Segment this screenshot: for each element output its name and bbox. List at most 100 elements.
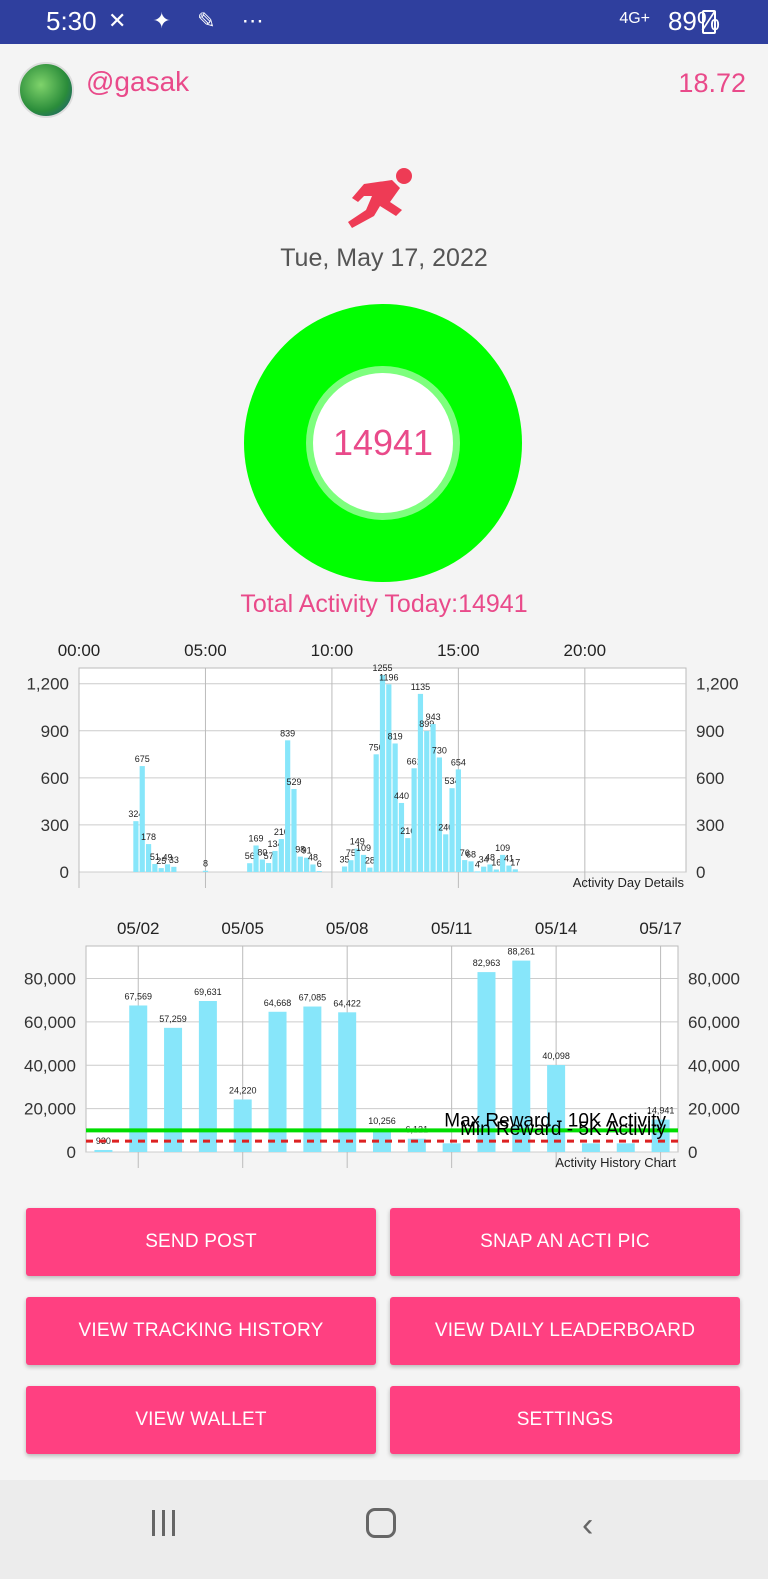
username[interactable]: @gasak [86, 66, 190, 97]
day-bar-label: 75 [346, 848, 356, 858]
day-bar-label: 49 [163, 852, 173, 862]
daily-leaderboard-button[interactable]: VIEW DAILY LEADERBOARD [390, 1297, 740, 1365]
hist-x-tick: 05/17 [639, 919, 682, 938]
day-bar-label: 178 [141, 832, 156, 842]
day-bar-label: 750 [369, 742, 384, 752]
day-bar-label: 56 [245, 851, 255, 861]
signal-icon: 4G+ [619, 10, 650, 27]
day-y-tick-left: 1,200 [26, 675, 69, 694]
day-y-tick-left: 300 [41, 816, 69, 835]
avatar[interactable] [18, 62, 74, 118]
activity-day-chart-svg: 0 0 300 300 600 600 900 900 1,200 1,200 00:00 05:00… [26, 641, 738, 890]
day-bar-label: 8 [203, 859, 208, 869]
day-x-tick: 10:00 [311, 641, 354, 660]
day-bar-label: 80 [257, 847, 267, 857]
hist-bar [164, 1027, 183, 1152]
battery-icon [702, 10, 716, 34]
day-bar-label: 34 [479, 855, 489, 865]
day-bar [285, 740, 291, 872]
day-bar [139, 766, 145, 872]
activity-count: 14941 [332, 422, 434, 463]
hist-y-tick-left: 80,000 [24, 970, 76, 989]
day-bar [506, 865, 512, 872]
hist-bar [373, 1129, 391, 1152]
snap-pic-button[interactable]: SNAP AN ACTI PIC [390, 1208, 740, 1276]
hist-bar [233, 1099, 252, 1152]
day-bar [164, 864, 171, 872]
day-y-tick-right: 300 [696, 816, 724, 835]
day-bar [462, 860, 468, 872]
max-reward-label: Max Reward - 10K Activity [444, 1110, 666, 1131]
day-bar [449, 788, 455, 872]
send-post-button[interactable]: SEND POST [26, 1208, 376, 1276]
day-chart-title: Activity Day Details [573, 875, 685, 890]
day-bar-label: 675 [135, 754, 150, 764]
tracking-history-button[interactable]: VIEW TRACKING HISTORY [26, 1297, 376, 1365]
day-bar [304, 857, 310, 872]
hist-x-tick: 05/11 [431, 919, 472, 938]
balance-value: 18.72 [678, 68, 746, 98]
hist-bar [94, 1149, 113, 1152]
day-bar-label: 1255 [372, 663, 392, 673]
day-bar-label: 35 [340, 855, 350, 865]
activity-history-chart-svg: 0 0 20,000 20,000 40,000 40,000 60,000 60,000 80… [24, 919, 740, 1170]
day-bar [487, 864, 493, 872]
day-bar [253, 845, 259, 872]
day-bar-label: 440 [394, 791, 409, 801]
day-bar [202, 870, 209, 872]
home-icon[interactable] [366, 1508, 396, 1538]
settings-button[interactable]: SETTINGS [390, 1386, 740, 1454]
day-bar-label: 33 [169, 855, 179, 865]
activity-history-chart: 0 0 20,000 20,000 40,000 40,000 60,000 60,000 80… [0, 912, 768, 1174]
day-bar-label: 899 [419, 719, 434, 729]
day-x-tick: 00:00 [58, 641, 101, 660]
hist-y-tick-left: 20,000 [24, 1100, 76, 1119]
day-bar [443, 834, 449, 872]
hist-y-tick-left: 40,000 [24, 1056, 76, 1075]
hist-bar [512, 960, 531, 1152]
day-bar [430, 724, 436, 872]
day-bar [145, 844, 152, 872]
hist-bar-label: 57,259 [159, 1014, 187, 1024]
hist-bar-label: 10,256 [368, 1116, 396, 1126]
day-bar-label: 41 [504, 854, 514, 864]
day-bar [354, 848, 360, 872]
day-y-tick-left: 600 [41, 769, 69, 788]
day-bar [367, 867, 373, 872]
day-bar [386, 684, 392, 872]
recents-icon[interactable] [152, 1510, 182, 1540]
day-bar [278, 839, 284, 872]
day-bar-label: 28 [365, 856, 375, 866]
hist-bar [198, 1001, 217, 1152]
day-bar-label: 839 [280, 728, 295, 738]
hist-bar-label: 64,422 [333, 998, 361, 1008]
day-y-tick-right: 600 [696, 769, 724, 788]
activity-ring: 14941 [244, 304, 522, 582]
back-icon[interactable]: ‹ [582, 1506, 594, 1544]
hist-plot-area [85, 945, 679, 1153]
runner-icon [348, 168, 412, 228]
day-bar [152, 863, 158, 872]
day-bar [341, 866, 348, 872]
ring-core: 14941 [313, 373, 453, 513]
hist-y-tick-right: 20,000 [688, 1100, 740, 1119]
activity-day-chart: 0 0 300 300 600 600 900 900 1,200 1,200 00:00 05:00… [0, 636, 768, 896]
day-bar [266, 863, 272, 872]
hist-bar-label: 64,668 [264, 998, 292, 1008]
wallet-button[interactable]: VIEW WALLET [26, 1386, 376, 1454]
day-bar-label: 76 [460, 848, 470, 858]
hist-bar-label: 24,220 [229, 1085, 257, 1095]
hist-bar-label: 67,085 [299, 993, 327, 1003]
hist-bar-label: 88,261 [508, 947, 536, 957]
day-bar-label: 6 [317, 859, 322, 869]
status-time: 5:30 [46, 6, 97, 36]
day-bar-label: 216 [400, 826, 415, 836]
app-header: @gasak 18.72 [0, 44, 768, 124]
day-bar [247, 863, 253, 872]
day-bar [133, 821, 139, 872]
day-bar-label: 210 [274, 827, 289, 837]
day-bar [455, 769, 461, 872]
hist-bar-label: 69,631 [194, 987, 222, 997]
day-bar-label: 109 [356, 843, 371, 853]
min-reward-label: Min Reward - 5K Activity [460, 1119, 666, 1140]
